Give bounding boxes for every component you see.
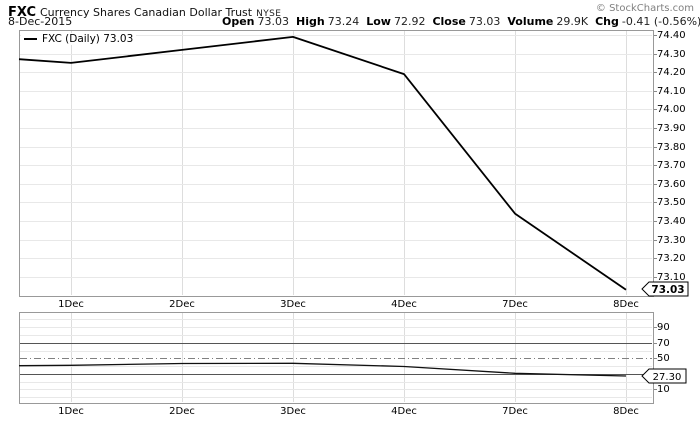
quote-label: High [296,15,325,28]
last-price-flag: 73.03 [641,281,689,297]
quote-label: Low [366,15,391,28]
quote-value: 73.03 [468,15,501,28]
quote-value: 29.9K [556,15,589,28]
copyright-notice: © StockCharts.com [595,3,694,14]
ticker-symbol: FXC [8,5,36,20]
quote-item-high: High 73.24 [296,15,359,28]
exchange-label: NYSE [256,9,282,19]
quote-label: Volume [507,15,554,28]
security-name: Currency Shares Canadian Dollar Trust [39,6,253,19]
quote-item-low: Low 72.92 [366,15,425,28]
quote-value: 72.92 [393,15,426,28]
ohlc-quote-row: Open 73.03 High 73.24 Low 72.92 Close 73.03 Volu… [222,15,700,28]
quote-label: Open [222,15,255,28]
header-line1: FXC Currency Shares Canadian Dollar Trust… [8,1,281,20]
quote-label: Chg [595,15,619,28]
last-price-flag-value: 73.03 [651,284,684,296]
quote-value: 73.24 [327,15,360,28]
quote-item-volume: Volume 29.9K [507,15,588,28]
quote-item-chg: Chg -0.41 (-0.56%) [595,15,700,28]
quote-date: 8-Dec-2015 [8,15,73,28]
indicator-value-flag: 27.30 [641,368,687,384]
quote-value: 73.03 [257,15,290,28]
price-legend: FXC (Daily) 73.03 [21,33,137,45]
legend-text: FXC (Daily) 73.03 [42,33,134,45]
quote-value: -0.41 (-0.56%) [621,15,700,28]
panel-border [19,312,654,404]
data-line [18,362,627,377]
quote-item-close: Close 73.03 [432,15,500,28]
quote-item-open: Open 73.03 [222,15,289,28]
quote-label: Close [432,15,466,28]
data-line [18,36,627,291]
indicator-flag-value: 27.30 [653,372,682,383]
legend-line-swatch-icon [24,38,37,40]
panel-border [19,30,654,297]
